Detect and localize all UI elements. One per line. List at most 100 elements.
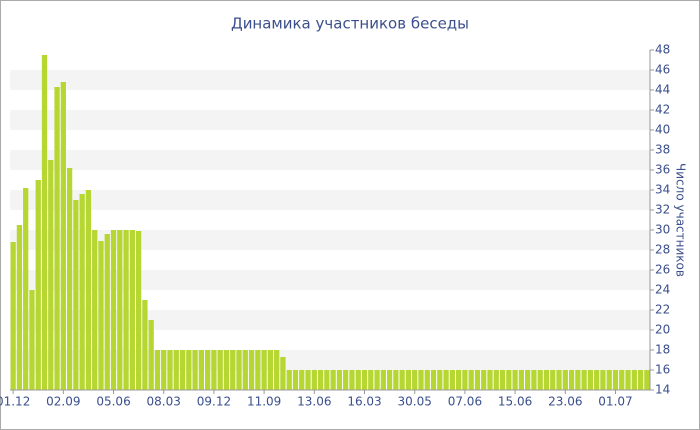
bar [324,370,330,390]
bar [48,160,54,390]
bar [412,370,418,390]
bar [468,370,474,390]
bar [537,370,543,390]
bar [148,320,154,390]
bar [449,370,455,390]
bar [493,370,499,390]
bar [104,234,110,390]
bar [512,370,518,390]
bar [587,370,594,390]
grid-band [10,150,650,170]
bar [217,350,223,390]
x-tick-label: 30.05 [398,395,432,409]
grid-band [10,270,650,290]
y-tick-label: 18 [655,343,670,357]
bar [594,370,600,390]
bar [499,370,506,390]
y-tick-label: 16 [655,363,670,377]
bar [368,370,374,390]
chart-title: Динамика участников беседы [231,15,469,33]
bar [41,55,48,390]
y-axis-label: Число участников [674,163,688,277]
y-tick-label: 44 [655,83,670,97]
grid-band [10,230,650,250]
bar [581,370,587,390]
bar [481,370,487,390]
bar [248,350,255,390]
bar [506,370,512,390]
bar [543,370,550,390]
bar [600,370,606,390]
bar [198,350,205,390]
bar [612,370,619,390]
bar [292,370,299,390]
bar [380,370,386,390]
bar [142,300,148,390]
bar [161,350,167,390]
bar [343,370,349,390]
bar [317,370,324,390]
bar [54,87,60,390]
y-tick-label: 38 [655,143,670,157]
bar [10,242,16,390]
y-tick-label: 24 [655,283,670,297]
x-tick-label: 07.06 [448,395,482,409]
bar [386,370,393,390]
bar [129,230,135,390]
x-tick-label: 08.03 [147,395,181,409]
grid-band [10,70,650,90]
x-tick-label: 02.09 [46,395,80,409]
y-tick-label: 30 [655,223,670,237]
bar [267,350,274,390]
bar [186,350,192,390]
y-tick-label: 40 [655,123,670,137]
bar [625,370,631,390]
bar [92,230,98,390]
bar [361,370,368,390]
y-tick-label: 36 [655,163,670,177]
bar [399,370,405,390]
bar [255,350,261,390]
x-tick-label: 23.06 [548,395,582,409]
bar [211,350,217,390]
bar [550,370,556,390]
bar [443,370,449,390]
bar [192,350,198,390]
bar [286,370,292,390]
bar [619,370,625,390]
bar [299,370,305,390]
y-tick-label: 34 [655,183,670,197]
bar [531,370,537,390]
bar [455,370,462,390]
bar [274,350,280,390]
bar [637,370,644,390]
bar [205,350,211,390]
bar [242,350,248,390]
y-tick-label: 48 [655,43,670,57]
bar [393,370,399,390]
bar [173,350,179,390]
bar [117,230,123,390]
bar [123,230,129,390]
y-tick-label: 14 [655,383,670,397]
bar [430,370,437,390]
bar [29,290,35,390]
bar [562,370,568,390]
bar [60,82,66,390]
bar [85,190,92,390]
bar [23,188,29,390]
x-tick-label: 13.06 [297,395,331,409]
bar [223,350,230,390]
bar [474,370,481,390]
bar [336,370,343,390]
bar [374,370,380,390]
x-tick-label: 01.07 [598,395,632,409]
bar [437,370,443,390]
bar [606,370,612,390]
bar [525,370,531,390]
bar [16,225,23,390]
bar [518,370,525,390]
bar [167,350,173,390]
bar [135,231,142,390]
